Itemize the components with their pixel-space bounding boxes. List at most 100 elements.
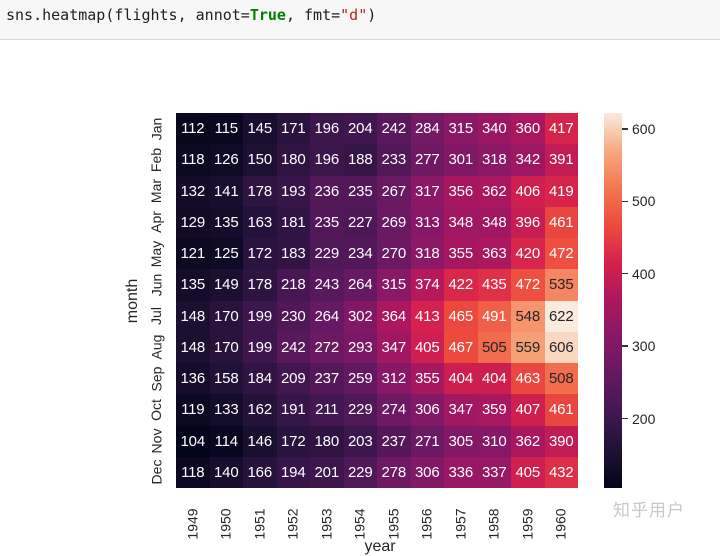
y-tick-text: Apr xyxy=(148,211,165,234)
heatmap-cell: 199 xyxy=(243,300,277,332)
heatmap-cell: 172 xyxy=(243,238,277,270)
heatmap-cell: 306 xyxy=(410,456,444,488)
heatmap-cell: 407 xyxy=(511,394,545,426)
y-tick-text: Sep xyxy=(148,366,165,391)
heatmap-cell: 135 xyxy=(209,206,243,238)
heatmap-cell: 242 xyxy=(377,113,411,145)
y-tick-text: Feb xyxy=(148,147,164,172)
heatmap-cell: 363 xyxy=(477,238,511,270)
heatmap-cell: 302 xyxy=(343,300,377,332)
y-axis-title-text: month xyxy=(124,278,141,324)
heatmap-cell: 340 xyxy=(477,113,511,145)
heatmap-cell: 348 xyxy=(444,206,478,238)
heatmap-cell: 508 xyxy=(544,363,578,395)
heatmap-cell: 180 xyxy=(310,425,344,457)
heatmap-cell: 313 xyxy=(410,206,444,238)
heatmap-cell: 622 xyxy=(544,300,578,332)
heatmap-cell: 405 xyxy=(511,456,545,488)
heatmap-cell: 417 xyxy=(544,113,578,145)
heatmap-figure: 112 115 145 171 196 204 242 284 315 340 360 417 118 1… xyxy=(0,41,720,555)
heatmap-cell: 149 xyxy=(209,269,243,301)
heatmap-cell: 467 xyxy=(444,331,478,363)
y-tick-label: May xyxy=(146,238,166,269)
x-tick-text: 1958 xyxy=(486,508,502,540)
code-cell[interactable]: sns.heatmap(flights, annot=True, fmt="d"… xyxy=(0,0,720,40)
heatmap-cell: 201 xyxy=(310,456,344,488)
heatmap-cell: 278 xyxy=(377,456,411,488)
x-tick-label: 1950 xyxy=(210,499,243,549)
code-string: "d" xyxy=(340,6,368,24)
heatmap-cell: 196 xyxy=(310,144,344,176)
heatmap-cell: 396 xyxy=(511,206,545,238)
x-tick-text: 1959 xyxy=(519,508,536,540)
x-tick-label: 1954 xyxy=(344,499,377,549)
heatmap-cell: 606 xyxy=(544,331,578,363)
colorbar-tick-mark xyxy=(622,272,628,275)
colorbar-tick-label: 300 xyxy=(632,338,656,355)
heatmap-cell: 146 xyxy=(243,425,277,457)
heatmap-cell: 461 xyxy=(544,394,578,426)
heatmap-cell: 132 xyxy=(176,175,210,207)
heatmap-cell: 272 xyxy=(310,331,344,363)
heatmap-cell: 420 xyxy=(511,238,545,270)
x-tick-label: 1957 xyxy=(444,499,477,549)
heatmap-cell: 404 xyxy=(444,363,478,395)
x-tick-label: 1955 xyxy=(377,499,410,549)
x-tick-label: 1952 xyxy=(277,499,310,549)
heatmap-cell: 140 xyxy=(209,456,243,488)
heatmap-cell: 505 xyxy=(477,331,511,363)
heatmap-cell: 301 xyxy=(444,144,478,176)
code-keyword: True xyxy=(249,6,286,24)
heatmap-cell: 243 xyxy=(310,269,344,301)
x-tick-text: 1960 xyxy=(553,508,569,540)
heatmap-cell: 461 xyxy=(544,206,578,238)
heatmap-cell: 115 xyxy=(209,113,243,145)
y-tick-text: Jul xyxy=(148,307,164,325)
code-text: ) xyxy=(367,6,377,24)
heatmap-cell: 178 xyxy=(243,269,277,301)
heatmap-cell: 233 xyxy=(377,144,411,176)
heatmap-cell: 118 xyxy=(176,144,210,176)
x-tick-label: 1960 xyxy=(545,499,578,549)
colorbar-tick: 500 xyxy=(622,193,656,210)
heatmap-cell: 188 xyxy=(343,144,377,176)
heatmap-cell: 235 xyxy=(343,175,377,207)
heatmap-cell: 374 xyxy=(410,269,444,301)
colorbar-tick-label: 500 xyxy=(632,193,656,210)
heatmap-cell: 465 xyxy=(444,300,478,332)
y-tick-label: Jun xyxy=(146,269,166,300)
heatmap-cell: 227 xyxy=(343,206,377,238)
code-text: sns.heatmap(flights, annot= xyxy=(6,6,250,24)
x-tick-label: 1951 xyxy=(243,499,276,549)
x-tick-text: 1953 xyxy=(318,508,335,540)
heatmap-cell: 419 xyxy=(544,175,578,207)
heatmap-cell: 559 xyxy=(511,331,545,363)
heatmap-cell: 277 xyxy=(410,144,444,176)
heatmap-cell: 118 xyxy=(176,456,210,488)
y-tick-label: Aug xyxy=(146,332,166,363)
heatmap-cell: 356 xyxy=(444,175,478,207)
y-tick-label: Jul xyxy=(146,301,166,332)
heatmap-cell: 264 xyxy=(310,300,344,332)
heatmap-cell: 133 xyxy=(209,394,243,426)
y-tick-label: Dec xyxy=(146,457,166,488)
x-tick-text: 1954 xyxy=(352,508,368,540)
x-tick-label: 1958 xyxy=(478,499,511,549)
watermark: 知乎用户 xyxy=(613,501,685,520)
heatmap-cell: 203 xyxy=(343,425,377,457)
heatmap-cell: 312 xyxy=(377,363,411,395)
x-tick-text: 1949 xyxy=(184,508,201,540)
heatmap-cell: 347 xyxy=(444,394,478,426)
heatmap-cell: 355 xyxy=(410,363,444,395)
heatmap-cell: 405 xyxy=(410,331,444,363)
heatmap-cell: 141 xyxy=(209,175,243,207)
heatmap-cell: 172 xyxy=(276,425,310,457)
heatmap-cell: 306 xyxy=(410,394,444,426)
heatmap-cell: 435 xyxy=(477,269,511,301)
heatmap-cell: 121 xyxy=(176,238,210,270)
heatmap-cell: 406 xyxy=(511,175,545,207)
heatmap-cell: 293 xyxy=(343,331,377,363)
heatmap-cell: 310 xyxy=(477,425,511,457)
heatmap-cell: 119 xyxy=(176,394,210,426)
heatmap-cell: 432 xyxy=(544,456,578,488)
